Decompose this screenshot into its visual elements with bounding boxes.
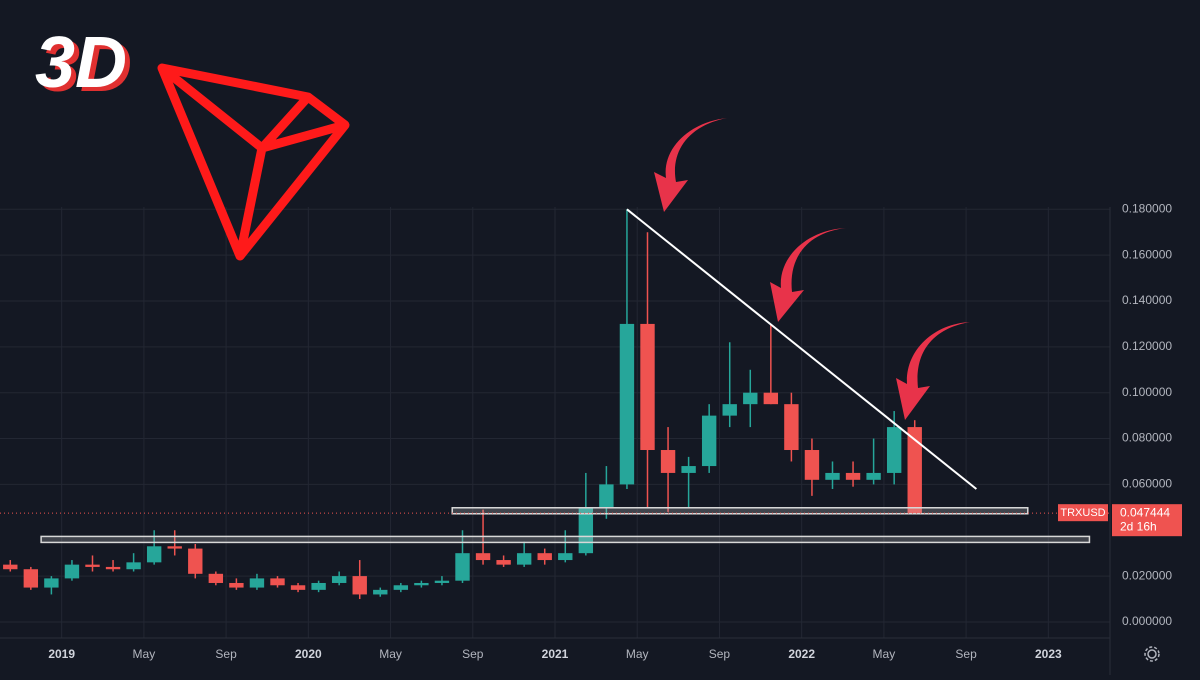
x-tick-label: Sep (215, 647, 237, 661)
candle-body (866, 472, 881, 480)
candle-body (3, 564, 18, 570)
tron-logo (157, 63, 350, 261)
y-tick-label: 0.180000 (1122, 201, 1172, 215)
candle-body (126, 562, 141, 570)
candle-body (85, 564, 100, 567)
x-tick-label: 2023 (1035, 647, 1062, 661)
candle-body (414, 582, 429, 586)
candle-body (701, 415, 717, 467)
candle-body (105, 566, 121, 570)
y-tick-label: 0.120000 (1122, 339, 1172, 353)
candle-body (496, 560, 511, 565)
candle-body (516, 553, 532, 565)
y-tick-label: 0.100000 (1122, 385, 1172, 399)
candle-body (681, 466, 696, 473)
candle-body (188, 548, 203, 574)
arrows (654, 118, 970, 420)
candle-body (537, 553, 552, 561)
candle-body (331, 576, 347, 583)
y-tick-label: 0.000000 (1122, 614, 1172, 628)
x-tick-label: May (626, 647, 649, 661)
candle-body (229, 582, 244, 588)
candle-body (845, 472, 861, 480)
candle-body (393, 585, 409, 590)
candle-body (804, 450, 820, 480)
candle-body (825, 472, 840, 480)
support-line (451, 507, 1029, 515)
candle-body (290, 585, 306, 590)
candle-body (475, 553, 491, 561)
trendline (626, 208, 978, 490)
candle-body (249, 578, 265, 588)
candle-body (619, 323, 635, 485)
candle-body (599, 484, 614, 508)
candle-body (640, 323, 655, 451)
x-tick-label: 2022 (788, 647, 815, 661)
y-tick-label: 0.060000 (1122, 477, 1172, 491)
y-tick-label: 0.140000 (1122, 293, 1172, 307)
candle-body (743, 392, 758, 405)
candle-body (784, 404, 799, 451)
brand-shadow: 3D (40, 27, 132, 107)
candle-body (558, 553, 573, 561)
settings-icon[interactable] (1144, 646, 1160, 662)
candle-body (763, 392, 779, 405)
candle-body (64, 564, 80, 579)
candle-body (146, 546, 162, 563)
x-tick-label: Sep (955, 647, 977, 661)
x-tick-label: 2019 (48, 647, 75, 661)
candle-body (311, 582, 326, 590)
price-badge (1112, 504, 1182, 537)
candle-body (373, 589, 388, 595)
x-tick-label: Sep (462, 647, 484, 661)
x-tick-label: May (873, 647, 896, 661)
candle-body (434, 580, 450, 583)
support-line (40, 535, 1091, 544)
candle-body (270, 578, 285, 586)
candle-body (352, 576, 367, 595)
candle-body (907, 427, 922, 514)
x-tick-label: Sep (709, 647, 731, 661)
countdown-label: 2d 16h (1120, 519, 1157, 533)
candle-body (44, 578, 59, 588)
brand-text: 3D (35, 23, 127, 103)
symbol-badge (1058, 504, 1108, 522)
x-tick-label: 2021 (542, 647, 569, 661)
x-tick-label: 2020 (295, 647, 322, 661)
x-tick-label: May (133, 647, 156, 661)
marks (0, 208, 1110, 600)
y-tick-label: 0.160000 (1122, 247, 1172, 261)
candle-body (455, 553, 470, 581)
grid (0, 207, 1110, 638)
candle-body (722, 404, 737, 416)
x-tick-label: May (379, 647, 402, 661)
candle-body (167, 546, 182, 549)
candle-body (208, 573, 224, 583)
candle-body (23, 569, 39, 588)
y-tick-label: 0.080000 (1122, 431, 1172, 445)
y-tick-label: 0.020000 (1122, 568, 1172, 582)
symbol-label: TRXUSD (1060, 507, 1105, 519)
candle-body (886, 427, 902, 473)
last-price-label: 0.047444 (1120, 505, 1170, 519)
candle-body (660, 450, 676, 473)
